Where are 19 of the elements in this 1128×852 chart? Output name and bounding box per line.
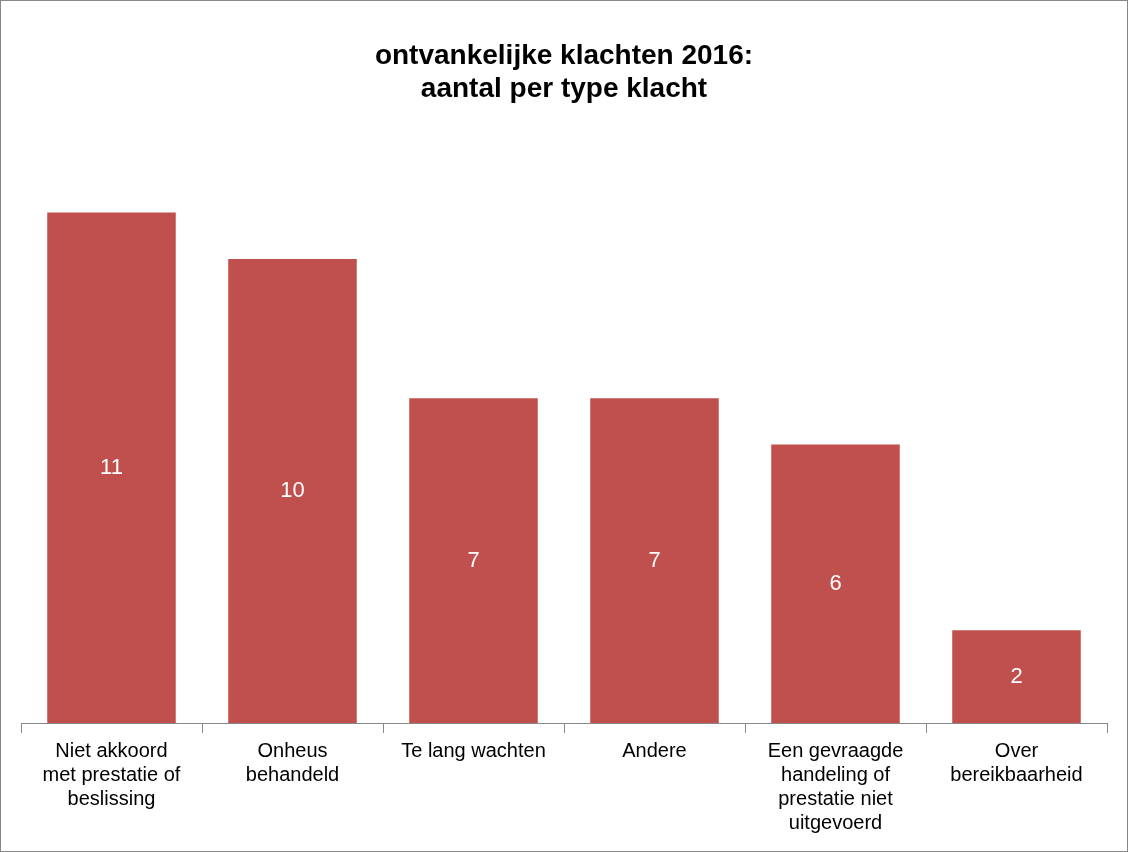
bar xyxy=(771,444,900,723)
x-tick-label: Te lang wachten xyxy=(401,738,546,761)
data-label: 11 xyxy=(100,453,123,479)
x-tick-label: Onheus behandeld xyxy=(245,738,340,785)
bar xyxy=(47,212,176,723)
x-tick-label: Niet akkoord met prestatie of beslissing xyxy=(42,738,181,809)
bar xyxy=(590,398,719,723)
bar xyxy=(228,259,357,723)
x-tick-label: Andere xyxy=(622,738,687,761)
bar xyxy=(952,630,1081,723)
data-label: 10 xyxy=(280,477,305,503)
x-tick-label: Een gevraagde handeling of prestatie niet uitgevoerd xyxy=(767,738,904,833)
chart-title: ontvankelijke klachten 2016: aantal per type klacht xyxy=(374,38,754,104)
x-tick-label: Over bereikbaarheid xyxy=(950,738,1083,785)
data-label: 7 xyxy=(648,546,661,572)
bar xyxy=(409,398,538,723)
data-label: 2 xyxy=(1010,662,1023,688)
data-label: 7 xyxy=(467,546,480,572)
data-label: 6 xyxy=(829,569,842,595)
